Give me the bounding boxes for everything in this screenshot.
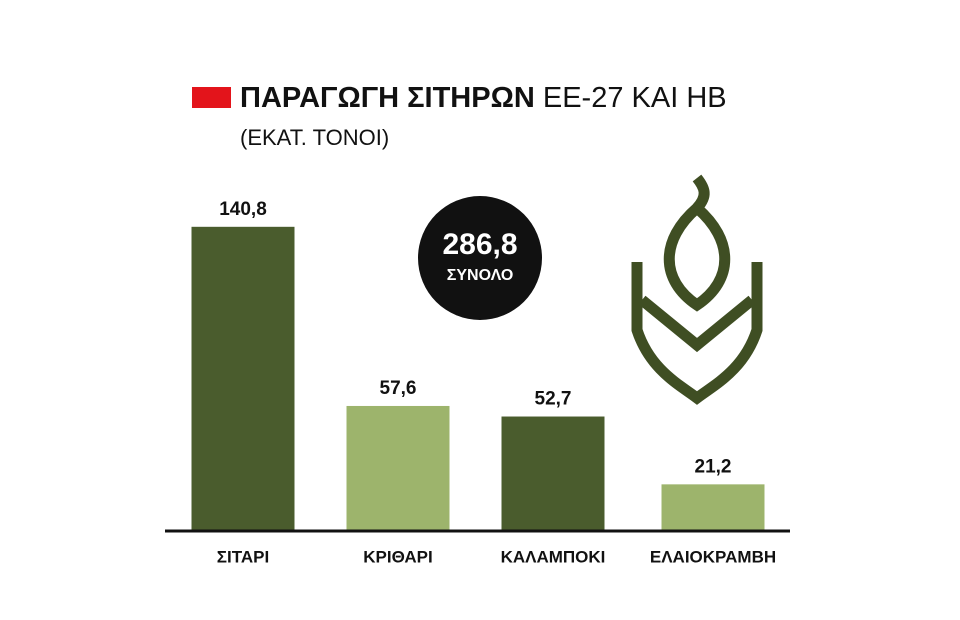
wheat-icon [631, 174, 763, 405]
title-bold: ΠΑΡΑΓΩΓΗ ΣΙΤΗΡΩΝ [240, 82, 535, 114]
bar [661, 484, 765, 530]
title-regular: ΕΕ-27 ΚΑΙ ΗΒ [543, 82, 727, 114]
bar [191, 226, 295, 530]
bar [346, 405, 450, 530]
chart-subtitle: (ΕΚΑΤ. ΤΟΝΟΙ) [240, 125, 389, 150]
x-tick-label: ΣΙΤΑΡΙ [217, 547, 269, 566]
title-marker [192, 87, 231, 108]
value-label: 57,6 [380, 378, 417, 399]
value-label: 21,2 [695, 456, 732, 477]
chart-title: ΠΑΡΑΓΩΓΗ ΣΙΤΗΡΩΝ ΕΕ-27 ΚΑΙ ΗΒ [240, 82, 727, 114]
total-value: 286,8 [442, 228, 517, 261]
value-label: 140,8 [219, 199, 267, 220]
x-tick-label: ΕΛΑΙΟΚΡΑΜΒΗ [650, 547, 776, 566]
total-label: ΣΥΝΟΛΟ [447, 267, 514, 284]
total-badge [418, 196, 542, 320]
x-tick-label: ΚΡΙΘΑΡΙ [363, 547, 432, 566]
x-tick-label: ΚΑΛΑΜΠΟΚΙ [501, 547, 606, 566]
value-label: 52,7 [535, 389, 572, 410]
bar [501, 416, 605, 530]
